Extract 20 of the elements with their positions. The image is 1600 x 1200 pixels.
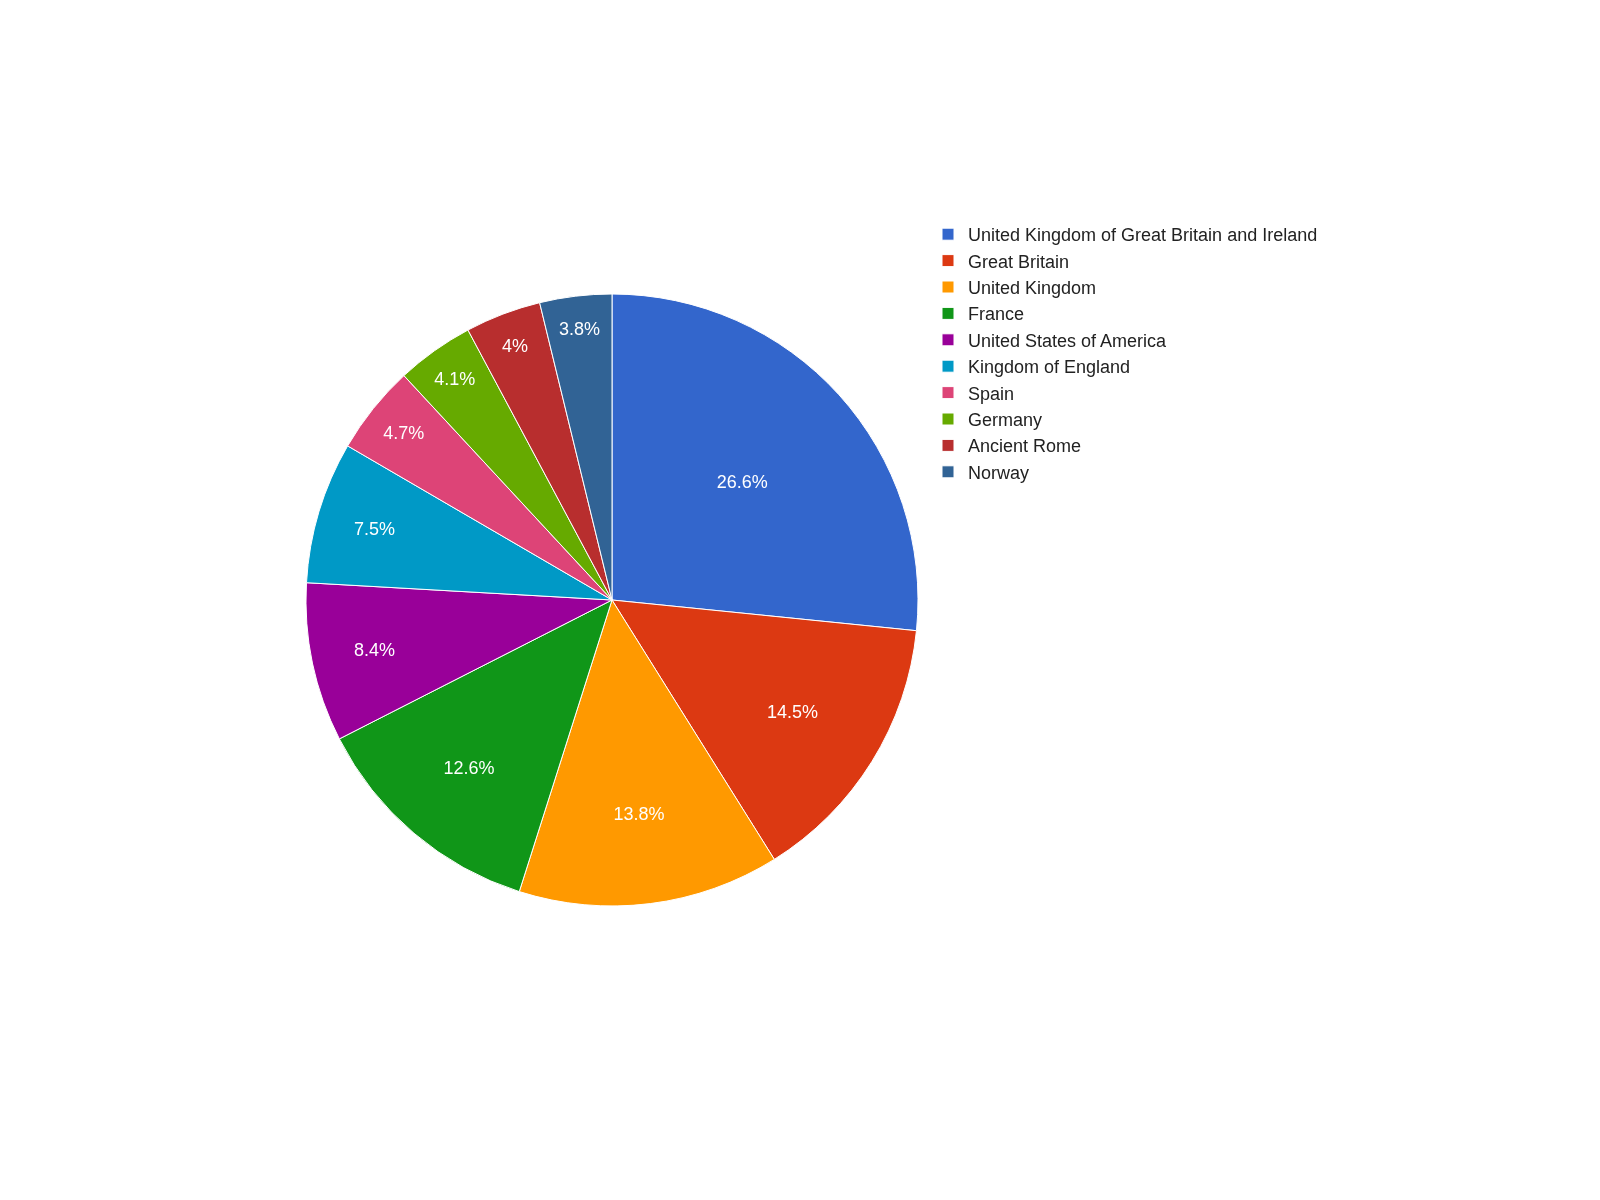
data-label: 4.7% — [383, 423, 425, 444]
legend-label: Spain — [968, 383, 1015, 404]
data-label: 8.4% — [353, 639, 396, 660]
data-label: 26.6% — [716, 472, 768, 493]
legend-label: United Kingdom of Great Britain and Ireland — [968, 225, 1318, 246]
legend-label: Ancient Rome — [968, 436, 1082, 457]
data-label: 3.8% — [558, 318, 600, 339]
legend-label: Norway — [968, 462, 1030, 483]
data-label: 4.1% — [434, 369, 476, 390]
legend-label: United Kingdom — [968, 278, 1097, 299]
data-label: 13.8% — [613, 803, 665, 824]
data-label: 7.5% — [353, 518, 395, 539]
data-label: 4% — [502, 335, 529, 356]
data-label: 12.6% — [443, 758, 495, 779]
legend-label: France — [968, 304, 1025, 325]
legend-label: United States of America — [968, 330, 1168, 351]
legend-label: Kingdom of England — [968, 357, 1131, 378]
legend-label: Germany — [968, 410, 1043, 431]
data-label: 14.5% — [766, 702, 819, 723]
legend-label: Great Britain — [968, 251, 1070, 272]
